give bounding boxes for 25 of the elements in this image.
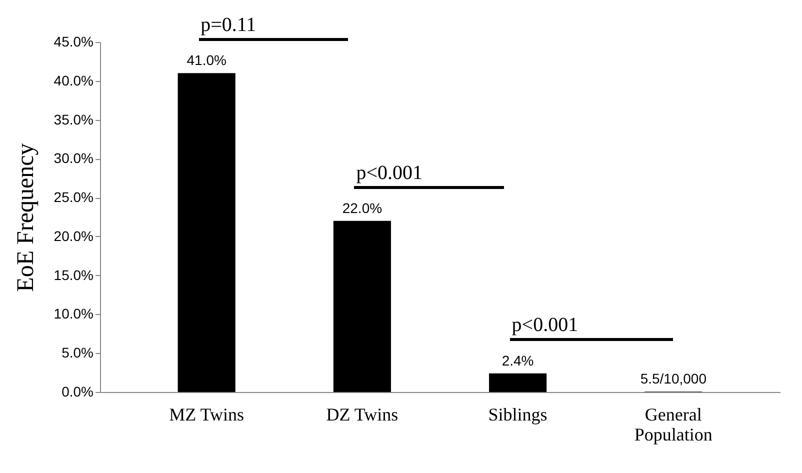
y-tick-label: 25.0% (54, 189, 94, 206)
y-tick-label: 30.0% (54, 150, 94, 166)
x-tick-label: MZ Twins (169, 404, 244, 424)
y-tick-label: 5.0% (62, 344, 94, 361)
data-label: 41.0% (186, 52, 226, 68)
y-tick-label: 10.0% (54, 306, 94, 322)
x-tick-label: Siblings (488, 404, 548, 424)
text: p=0.11 (200, 14, 256, 36)
y-tick-label: 20.0% (54, 228, 94, 244)
data-label: 22.0% (342, 200, 382, 216)
y-tick-label: 15.0% (54, 266, 94, 283)
bar (178, 73, 236, 392)
data-label: 5.5/10,000 (640, 370, 707, 387)
annotation: p<0.001 (356, 162, 422, 184)
data-label: 2.4% (502, 352, 534, 368)
y-tick-label: 45.0% (54, 34, 94, 50)
y-tick-label: 35.0% (54, 111, 94, 128)
bar (489, 373, 547, 392)
x-tick-label: General Population (634, 404, 712, 444)
bar (333, 220, 391, 392)
y-axis-title: EoE Frequency (12, 143, 39, 292)
y-tick-label: 40.0% (54, 72, 94, 88)
annotation: p<0.001 (512, 314, 578, 336)
y-tick-label: 0.0% (62, 384, 94, 400)
x-tick-label: DZ Twins (326, 404, 398, 424)
